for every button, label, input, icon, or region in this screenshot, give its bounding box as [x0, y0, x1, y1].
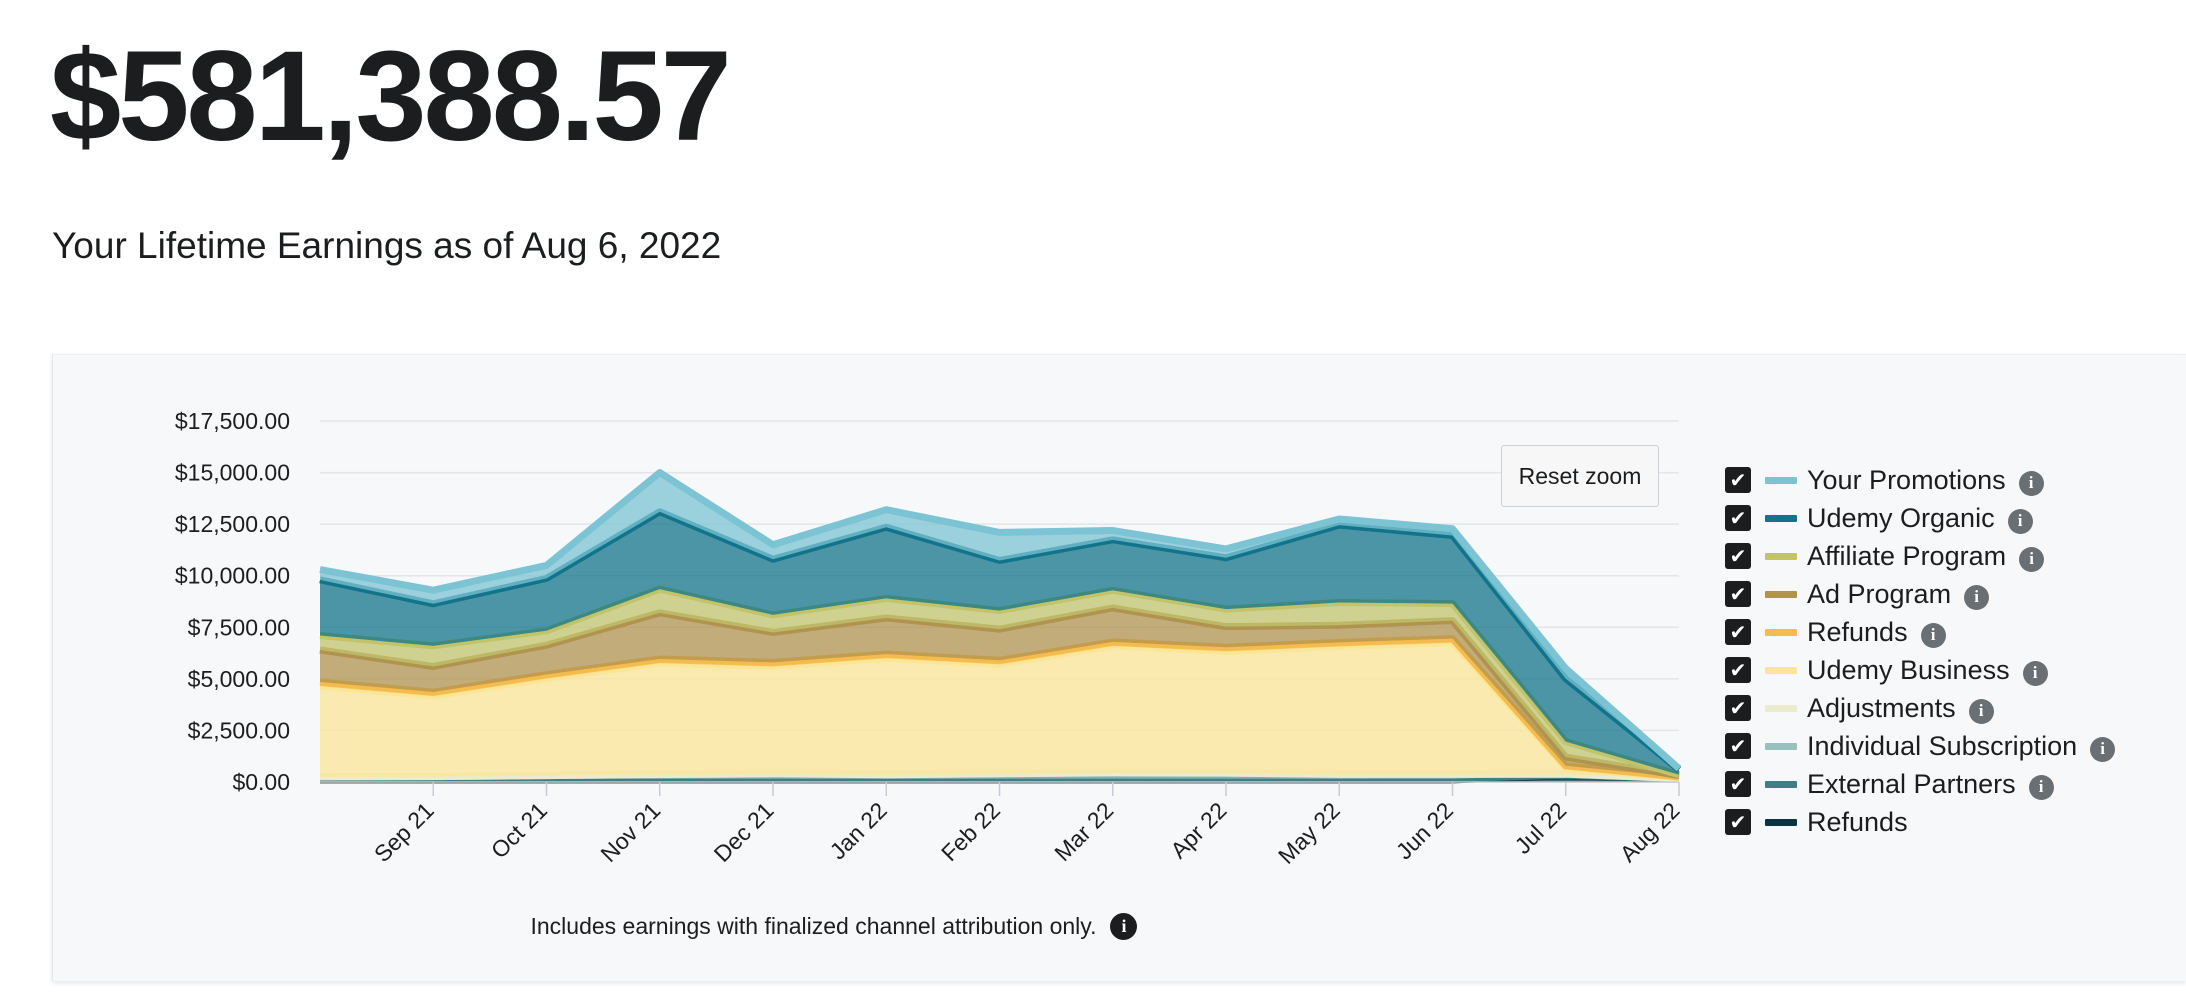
- chart-footnote: Includes earnings with finalized channel…: [53, 913, 1615, 940]
- x-tick-label: Apr 22: [1165, 797, 1231, 863]
- info-icon[interactable]: i: [1920, 622, 1946, 648]
- legend-swatch: [1765, 590, 1797, 598]
- y-tick-label: $7,500.00: [188, 614, 290, 640]
- legend-swatch: [1765, 742, 1797, 750]
- lifetime-earnings-subtitle: Your Lifetime Earnings as of Aug 6, 2022: [52, 225, 722, 266]
- lifetime-earnings-total: $581,388.57: [50, 25, 732, 168]
- y-tick-label: $17,500.00: [175, 408, 290, 434]
- checkmark-icon[interactable]: ✔: [1725, 619, 1751, 645]
- checkmark-icon[interactable]: ✔: [1725, 581, 1751, 607]
- checkmark-icon[interactable]: ✔: [1725, 657, 1751, 683]
- y-tick-label: $5,000.00: [188, 666, 290, 692]
- y-tick-label: $15,000.00: [175, 460, 290, 486]
- legend-label: Individual Subscription: [1807, 730, 2078, 761]
- info-icon[interactable]: i: [2028, 774, 2054, 800]
- y-tick-label: $12,500.00: [175, 511, 290, 537]
- legend-label: Ad Program: [1807, 578, 1952, 609]
- legend-item[interactable]: ✔ Adjustments i: [1725, 689, 2115, 727]
- checkmark-icon[interactable]: ✔: [1725, 505, 1751, 531]
- legend-label: External Partners: [1807, 768, 2016, 799]
- earnings-chart-panel: $0.00 $2,500.00 $5,000.00 $7,500.00 $10,000.…: [52, 354, 2186, 981]
- legend-swatch: [1765, 514, 1797, 522]
- legend-item[interactable]: ✔ Udemy Organic i: [1725, 499, 2115, 537]
- series-area: [320, 642, 1679, 779]
- legend-item[interactable]: ✔ Your Promotions i: [1725, 461, 2115, 499]
- legend-item[interactable]: ✔ Ad Program i: [1725, 575, 2115, 613]
- x-tick-label: Dec 21: [709, 797, 779, 867]
- series-line: [319, 469, 1682, 772]
- legend-label: Refunds: [1807, 806, 1908, 837]
- checkmark-icon[interactable]: ✔: [1725, 543, 1751, 569]
- earnings-area-chart[interactable]: $0.00 $2,500.00 $5,000.00 $7,500.00 $10,000.…: [53, 355, 2186, 981]
- y-tick-label: $0.00: [232, 769, 290, 795]
- x-tick-label: Jan 22: [825, 797, 892, 864]
- checkmark-icon[interactable]: ✔: [1725, 467, 1751, 493]
- info-icon[interactable]: i: [2007, 508, 2033, 534]
- checkmark-icon[interactable]: ✔: [1725, 809, 1751, 835]
- legend-item[interactable]: ✔ Refunds i: [1725, 613, 2115, 651]
- legend-item[interactable]: ✔ Refunds: [1725, 803, 2115, 841]
- legend-item[interactable]: ✔ Affiliate Program i: [1725, 537, 2115, 575]
- y-tick-label: $2,500.00: [188, 717, 290, 743]
- x-tick-label: Mar 22: [1049, 797, 1118, 866]
- legend-swatch: [1765, 818, 1797, 826]
- footnote-text: Includes earnings with finalized channel…: [530, 913, 1097, 939]
- info-icon[interactable]: i: [1968, 698, 1994, 724]
- legend-swatch: [1765, 666, 1797, 674]
- info-icon[interactable]: i: [1964, 584, 1990, 610]
- x-tick-label: Jul 22: [1510, 797, 1572, 859]
- info-icon[interactable]: i: [1110, 913, 1138, 940]
- legend-label: Adjustments: [1807, 692, 1956, 723]
- legend-item[interactable]: ✔ Individual Subscription i: [1725, 727, 2116, 765]
- series-area: [320, 607, 1679, 777]
- legend-label: Udemy Organic: [1807, 502, 1995, 533]
- x-tick-label: Nov 21: [595, 797, 665, 867]
- x-tick-label: Aug 22: [1615, 797, 1685, 867]
- legend-swatch: [1765, 780, 1797, 788]
- legend-swatch: [1765, 704, 1797, 712]
- legend-label: Affiliate Program: [1807, 540, 2007, 571]
- x-tick-label: Jun 22: [1391, 797, 1458, 864]
- legend-swatch: [1765, 476, 1797, 484]
- x-tick-label: Sep 21: [369, 797, 439, 867]
- info-icon[interactable]: i: [2018, 470, 2044, 496]
- series-line: [319, 585, 1680, 779]
- legend-label: Udemy Business: [1807, 654, 2010, 685]
- legend-swatch: [1765, 552, 1797, 560]
- series-area: [320, 589, 1679, 776]
- chart-legend: ✔ Your Promotions i ✔ Udemy Organic i ✔ Affilia…: [1725, 461, 2116, 841]
- legend-label: Your Promotions: [1807, 464, 2006, 495]
- info-icon[interactable]: i: [2019, 546, 2045, 572]
- reset-zoom-button[interactable]: Reset zoom: [1501, 445, 1659, 507]
- x-tick-label: May 22: [1273, 797, 1345, 869]
- checkmark-icon[interactable]: ✔: [1725, 695, 1751, 721]
- y-tick-label: $10,000.00: [175, 563, 290, 589]
- x-tick-label: Oct 21: [486, 797, 552, 863]
- legend-swatch: [1765, 628, 1797, 636]
- info-icon[interactable]: i: [2090, 736, 2116, 762]
- legend-item[interactable]: ✔ Udemy Business i: [1725, 651, 2115, 689]
- x-tick-label: Feb 22: [936, 797, 1005, 866]
- legend-item[interactable]: ✔ External Partners i: [1725, 765, 2115, 803]
- series-area: [320, 511, 1679, 775]
- legend-label: Refunds: [1807, 616, 1908, 647]
- checkmark-icon[interactable]: ✔: [1725, 733, 1751, 759]
- info-icon[interactable]: i: [2022, 660, 2048, 686]
- checkmark-icon[interactable]: ✔: [1725, 771, 1751, 797]
